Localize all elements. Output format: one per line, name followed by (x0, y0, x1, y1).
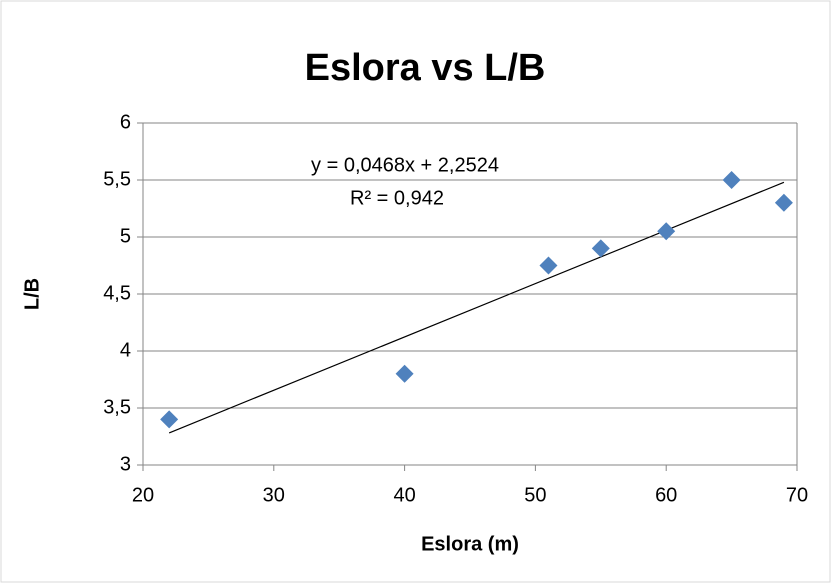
y-tick-label: 6 (120, 111, 131, 133)
x-tick-label: 60 (655, 484, 677, 506)
point (722, 171, 741, 189)
point (539, 256, 558, 275)
x-tick-label: 70 (786, 484, 808, 506)
point (160, 410, 179, 429)
y-tick-label: 3 (120, 453, 131, 475)
x-tick-label: 30 (263, 484, 285, 506)
chart-title: Eslora vs L/B (305, 47, 546, 89)
y-tick-label: 5 (120, 225, 131, 247)
y-axis-title: L/B (21, 278, 43, 310)
trendline-r-squared: R² = 0,942 (350, 187, 444, 209)
trendline (168, 181, 785, 434)
y-tick-label: 4,5 (103, 282, 131, 304)
x-tick-label: 50 (524, 484, 546, 506)
point (591, 239, 610, 258)
point (657, 222, 676, 241)
trendline-equation: y = 0,0468x + 2,2524 (311, 154, 499, 176)
x-tick-label: 20 (132, 484, 154, 506)
x-tick-label: 40 (393, 484, 415, 506)
y-tick-label: 3,5 (103, 396, 131, 418)
y-tick-label: 5,5 (103, 168, 131, 190)
y-tick-label: 4 (120, 339, 131, 361)
point (395, 364, 414, 383)
point (774, 193, 793, 212)
x-axis-title: Eslora (m) (421, 533, 519, 555)
